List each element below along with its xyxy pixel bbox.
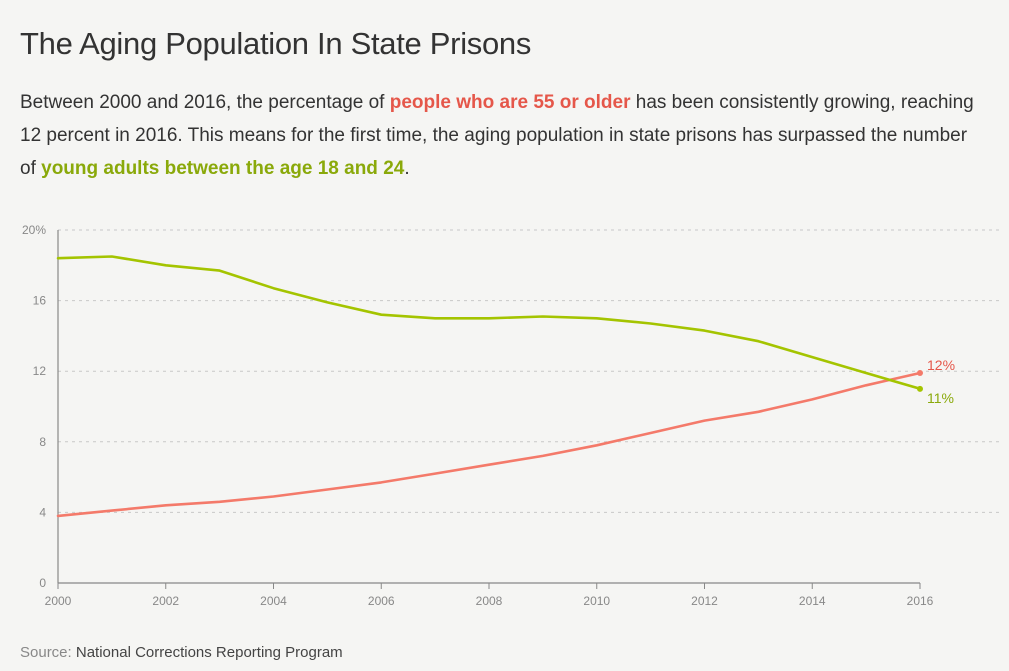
x-tick-label: 2008 [476,594,503,608]
desc-text-1: Between 2000 and 2016, the percentage of [20,92,390,113]
axes [57,230,920,584]
series-endpoints: 12% 11% [917,357,955,406]
series-line-young [56,255,922,391]
y-tick-label: 16 [33,294,47,308]
x-tick-label: 2012 [691,594,718,608]
chart-description: Between 2000 and 2016, the percentage of… [20,86,980,185]
desc-highlight-young: young adults between the age 18 and 24 [41,158,405,179]
desc-text-3: . [404,158,410,179]
x-tick-label: 2010 [583,594,610,608]
y-tick-label: 12 [33,364,47,378]
x-axis-ticks: 2000 2002 2004 2006 2008 2010 2012 2014 2016 [45,583,934,608]
end-label-older: 12% [927,357,955,373]
x-tick-label: 2016 [907,594,934,608]
x-tick-label: 2004 [260,594,287,608]
x-tick-label: 2002 [152,594,179,608]
x-tick-label: 2014 [799,594,826,608]
y-tick-label: 0 [39,576,46,590]
y-tick-label: 20% [22,223,46,237]
series-line-older [56,371,922,518]
desc-highlight-older: people who are 55 or older [389,92,631,113]
endpoint-dot-older [917,369,923,376]
x-tick-label: 2006 [368,594,395,608]
endpoint-dot-young [917,385,923,392]
source-text: National Corrections Reporting Program [71,644,343,661]
chart-title: The Aging Population In State Prisons [20,26,532,61]
y-axis-ticks: 0 4 8 12 16 20% [22,223,46,590]
x-tick-label: 2000 [45,594,72,608]
series-lines [56,255,922,518]
end-label-young: 11% [927,390,954,406]
y-tick-label: 4 [39,505,46,519]
y-tick-label: 8 [39,435,46,449]
source-prefix: Source: [20,644,72,661]
desc-text-2: has been consistently growing, reaching … [20,92,974,179]
source-note: Source: National Corrections Reporting P… [20,644,343,661]
grid-lines [58,229,1000,513]
